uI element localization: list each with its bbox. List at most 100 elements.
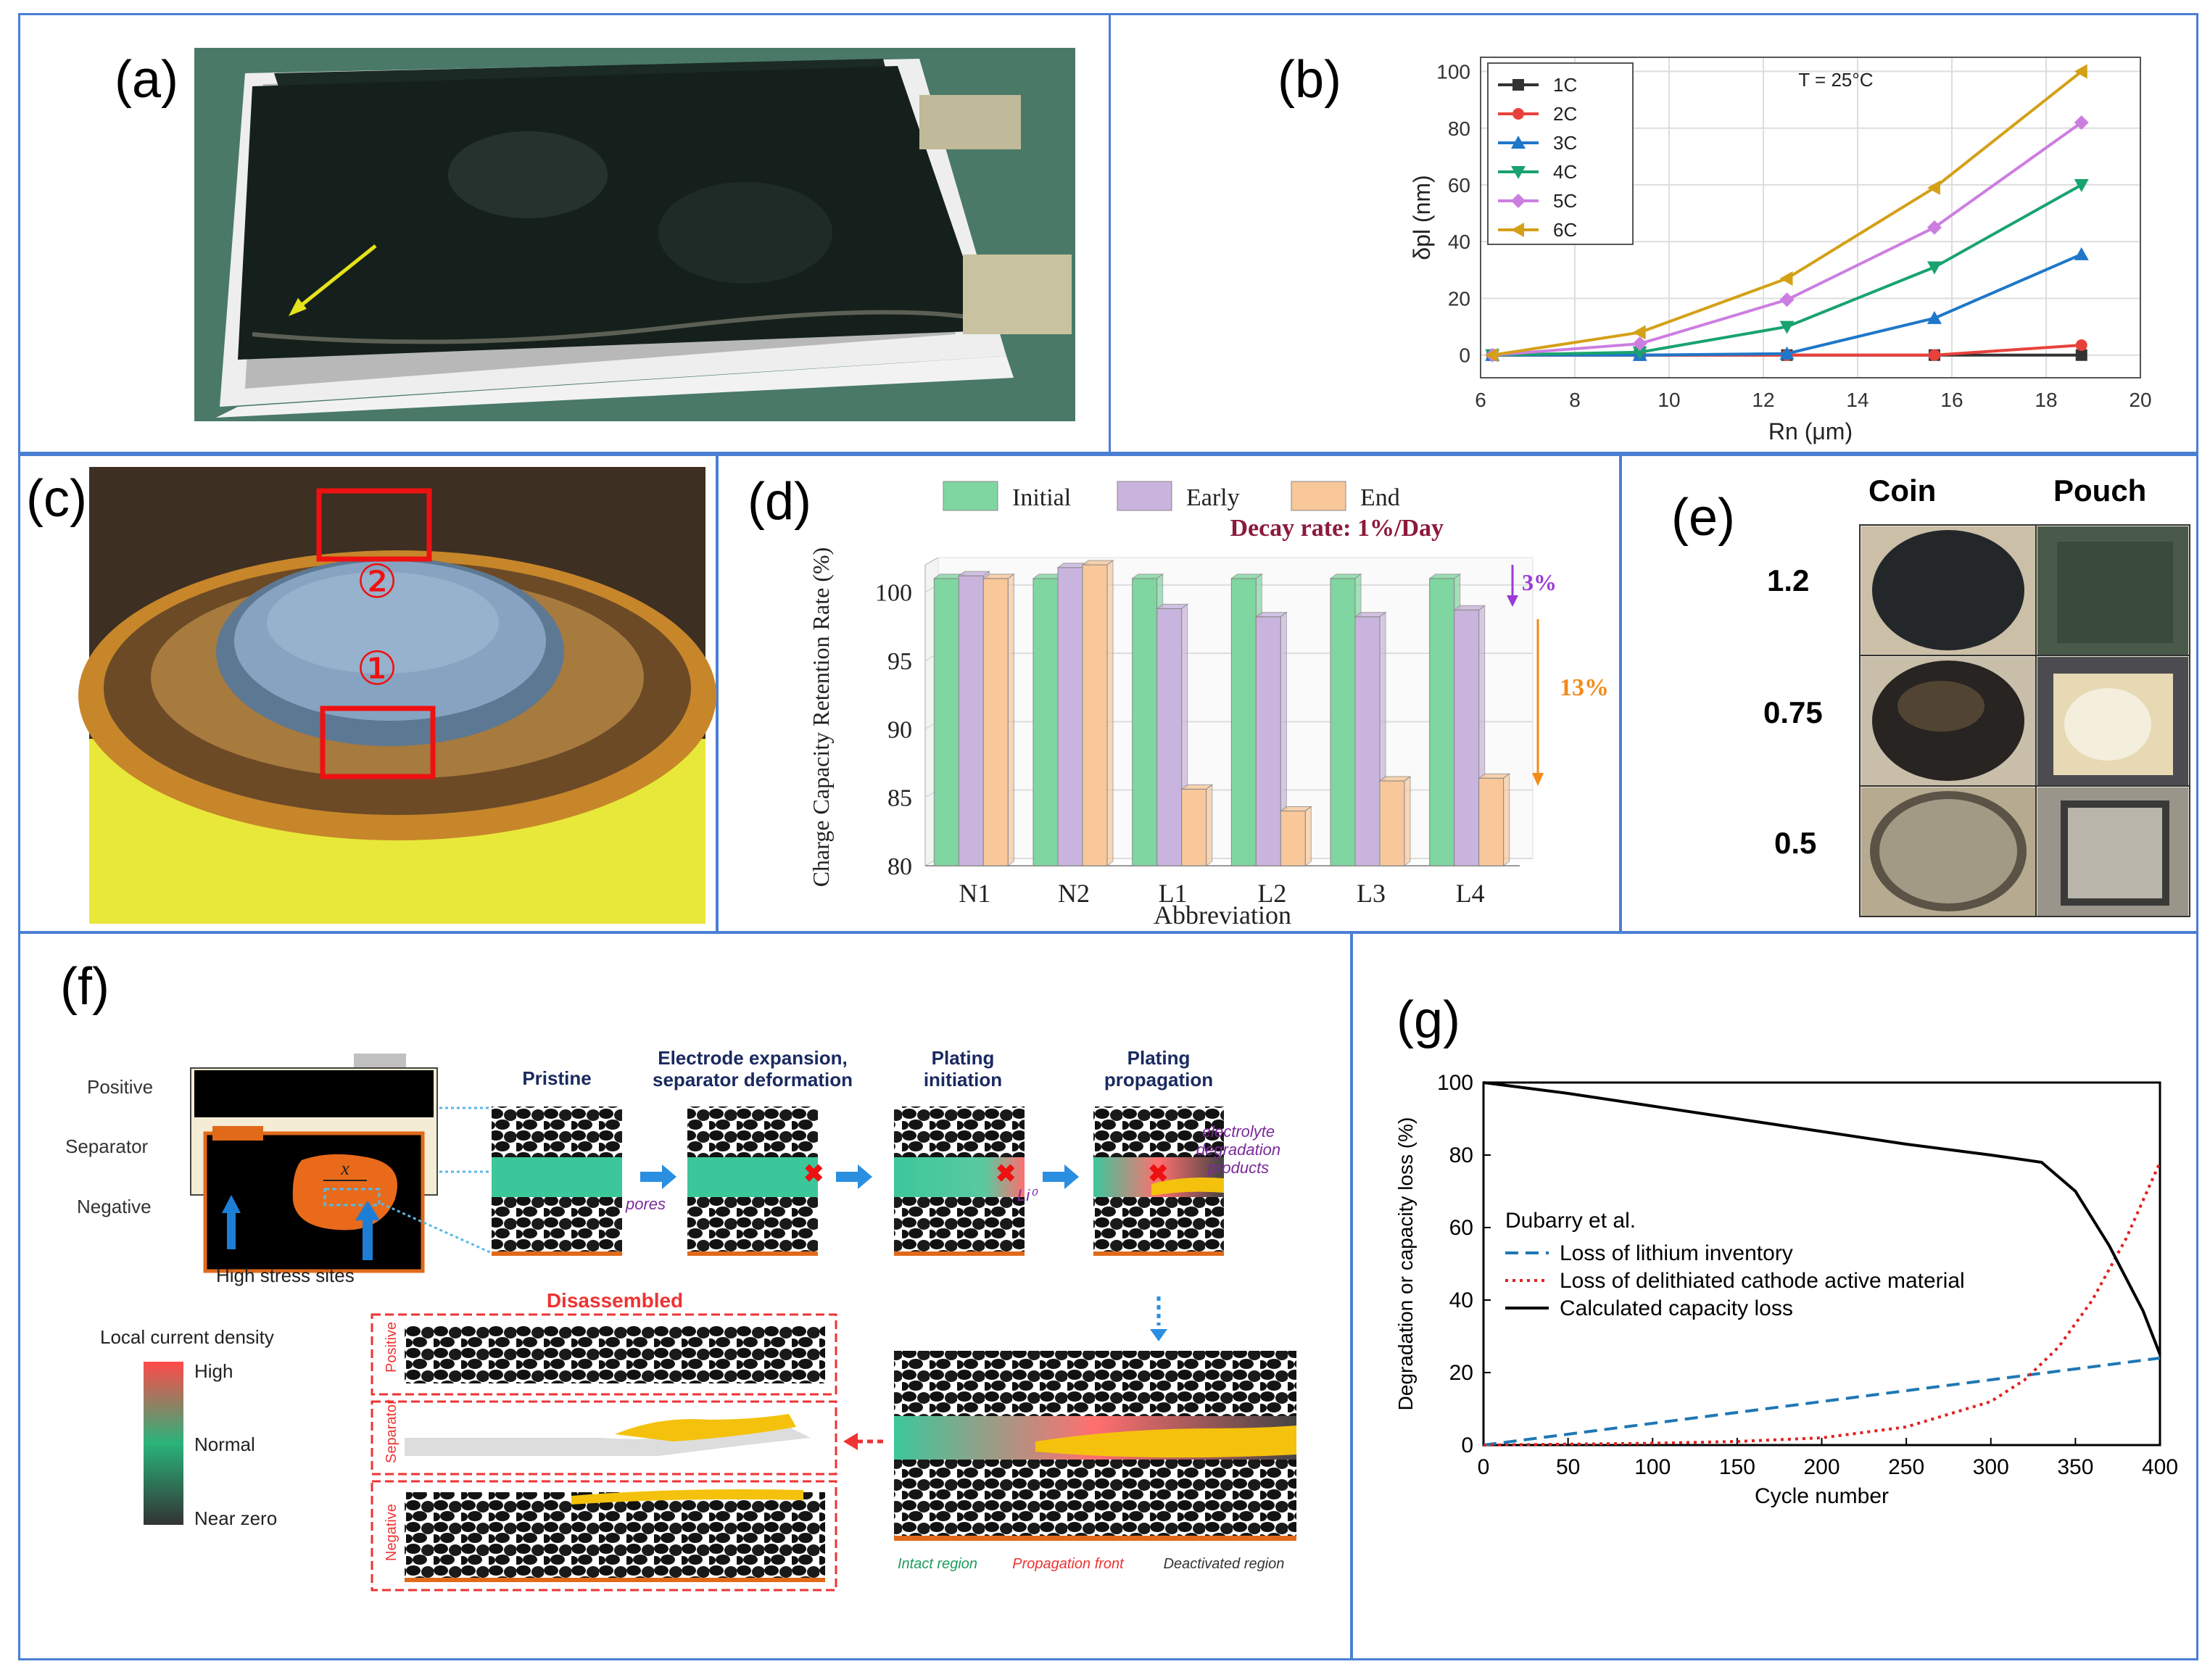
d-ytick-3: 95 bbox=[887, 648, 912, 675]
region-front: Propagation front bbox=[1012, 1556, 1125, 1572]
d-xtick-N1: N1 bbox=[959, 879, 990, 908]
region-deactivated: Deactivated region bbox=[1164, 1556, 1285, 1572]
g-series-1 bbox=[1483, 1162, 2161, 1447]
legend-near-zero: Near zero bbox=[194, 1507, 277, 1529]
b-point-6C-0 bbox=[1485, 347, 1499, 363]
row-label-2: 0.75 bbox=[1763, 695, 1823, 729]
b-point-4C-1 bbox=[1632, 346, 1647, 360]
d-bar-side-End-L1 bbox=[1206, 784, 1213, 866]
d-bar-End-L3 bbox=[1379, 780, 1405, 866]
panel-d: (d) 80 85 90 95 100 N1 N2 L1 L2 L3 L4 Abbreviation C… bbox=[716, 454, 1621, 933]
g-xtick-1: 50 bbox=[1556, 1455, 1580, 1479]
d-bar-side-End-L4 bbox=[1503, 773, 1510, 866]
li0-label: Li⁰ bbox=[1017, 1186, 1038, 1204]
panel-g: (g) 0 50 100 150 200 250 300 350 400 0 20 40 60 80 100… bbox=[1351, 932, 2198, 1660]
g-ylabel: Degradation or capacity loss (%) bbox=[1394, 1117, 1417, 1411]
stage-propagation: ✖ bbox=[1093, 1106, 1224, 1256]
stage-initiation: ✖ bbox=[894, 1106, 1025, 1256]
d-xtick-L3: L3 bbox=[1357, 879, 1386, 908]
g-legend-label-0: Loss of lithium inventory bbox=[1560, 1241, 1793, 1265]
d-legend-swatch-Early bbox=[1117, 481, 1172, 511]
b-ylabel: δpl (nm) bbox=[1409, 175, 1435, 260]
b-legend-label-4C: 4C bbox=[1553, 161, 1577, 183]
disassembled-separator: Separator bbox=[384, 1399, 400, 1463]
d-bar-Initial-N2 bbox=[1032, 578, 1059, 866]
d-annotation-3: 3% bbox=[1522, 569, 1557, 595]
svg-text:✖: ✖ bbox=[803, 1160, 824, 1188]
b-legend-label-3C: 3C bbox=[1553, 132, 1577, 154]
b-xtick-5: 16 bbox=[1940, 389, 1963, 411]
d-bar-Initial-L1 bbox=[1132, 578, 1158, 866]
b-legend-label-6C: 6C bbox=[1553, 219, 1577, 241]
b-xtick-3: 12 bbox=[1752, 389, 1774, 411]
chart-g: 0 50 100 150 200 250 300 350 400 0 20 40 60 80 100 Cycl… bbox=[1394, 1071, 2178, 1508]
b-point-6C-2 bbox=[1779, 271, 1793, 286]
electrolyte-label-2: degradation bbox=[1196, 1141, 1280, 1159]
x-label-cell: x bbox=[340, 1158, 349, 1179]
g-ytick-2: 40 bbox=[1449, 1288, 1473, 1312]
b-point-4C-3 bbox=[1926, 261, 1942, 275]
panel-f-label: (f) bbox=[60, 958, 109, 1016]
d-bar-side-End-N1 bbox=[1007, 573, 1014, 866]
legend-title: Local current density bbox=[100, 1326, 274, 1348]
b-point-5C-1 bbox=[1632, 336, 1647, 352]
b-point-6C-4 bbox=[2074, 64, 2087, 79]
d-bar-Initial-L3 bbox=[1330, 578, 1356, 866]
d-bar-side-End-L3 bbox=[1404, 776, 1411, 866]
g-legend-label-1: Loss of delithiated cathode active mater… bbox=[1560, 1269, 1965, 1293]
d-title: Decay rate: 1%/Day bbox=[1230, 515, 1444, 542]
b-legend-marker-3C bbox=[1511, 136, 1526, 149]
b-point-5C-3 bbox=[1926, 220, 1942, 235]
d-bar-Initial-N1 bbox=[933, 578, 959, 866]
d-arrow-3-head bbox=[1507, 595, 1518, 607]
d-bar-Early-N1 bbox=[958, 575, 984, 866]
legend-high: High bbox=[194, 1360, 233, 1382]
chart-d: 80 85 90 95 100 N1 N2 L1 L2 L3 L4 Abbreviation Charg… bbox=[808, 481, 1609, 930]
g-ytick-1: 20 bbox=[1449, 1361, 1473, 1385]
d-xlabel: Abbreviation bbox=[1154, 901, 1291, 930]
b-ytick-4: 80 bbox=[1448, 117, 1470, 140]
d-annotation-13: 13% bbox=[1560, 674, 1609, 701]
b-legend-label-5C: 5C bbox=[1553, 190, 1577, 212]
stage-title-propagation-1: Plating bbox=[1127, 1047, 1191, 1069]
g-xtick-7: 350 bbox=[2057, 1455, 2093, 1479]
d-ytick-4: 100 bbox=[875, 580, 912, 607]
b-legend-box bbox=[1487, 62, 1634, 245]
d-legend-swatch-End bbox=[1291, 481, 1346, 511]
region-intact: Intact region bbox=[898, 1556, 977, 1572]
d-ylabel: Charge Capacity Retention Rate (%) bbox=[808, 547, 834, 887]
b-xtick-0: 6 bbox=[1475, 389, 1486, 411]
b-ytick-2: 40 bbox=[1448, 231, 1470, 253]
b-xtick-7: 20 bbox=[2129, 389, 2151, 411]
pores-label: pores bbox=[625, 1195, 666, 1213]
b-xtick-1: 8 bbox=[1569, 389, 1581, 411]
stage-title-expansion-1: Electrode expansion, bbox=[658, 1047, 848, 1069]
d-xtick-L2: L2 bbox=[1257, 879, 1286, 908]
b-point-2C-4 bbox=[2075, 339, 2087, 352]
col-header-coin: Coin bbox=[1868, 473, 1937, 508]
cylindrical-cell-photo: ② ① bbox=[78, 467, 716, 924]
d-bar-side-End-L2 bbox=[1304, 806, 1312, 866]
d-bar-End-L1 bbox=[1181, 788, 1207, 866]
b-point-5C-4 bbox=[2074, 115, 2089, 130]
g-xtick-5: 250 bbox=[1888, 1455, 1924, 1479]
stage-title-initiation-1: Plating bbox=[932, 1047, 995, 1069]
b-point-6C-3 bbox=[1926, 180, 1940, 195]
b-ytick-0: 0 bbox=[1459, 344, 1470, 367]
stage-pristine bbox=[492, 1106, 622, 1256]
marker-1: ① bbox=[356, 642, 397, 695]
disassembled-positive: Positive bbox=[384, 1322, 400, 1373]
g-ytick-5: 100 bbox=[1437, 1071, 1473, 1095]
d-ytick-2: 90 bbox=[887, 716, 912, 743]
g-series-0 bbox=[1483, 1357, 2161, 1447]
g-xtick-0: 0 bbox=[1478, 1455, 1490, 1479]
d-bar-Early-L3 bbox=[1354, 616, 1381, 866]
d-bar-Early-L2 bbox=[1255, 616, 1281, 866]
d-bar-Early-N2 bbox=[1057, 567, 1083, 866]
b-point-5C-2 bbox=[1779, 292, 1795, 307]
d-bar-Early-L4 bbox=[1454, 609, 1480, 866]
svg-text:✖: ✖ bbox=[996, 1160, 1017, 1188]
panel-e-label: (e) bbox=[1671, 489, 1735, 547]
stage-title-initiation-2: initiation bbox=[924, 1069, 1002, 1091]
b-point-3C-2 bbox=[1779, 346, 1795, 360]
